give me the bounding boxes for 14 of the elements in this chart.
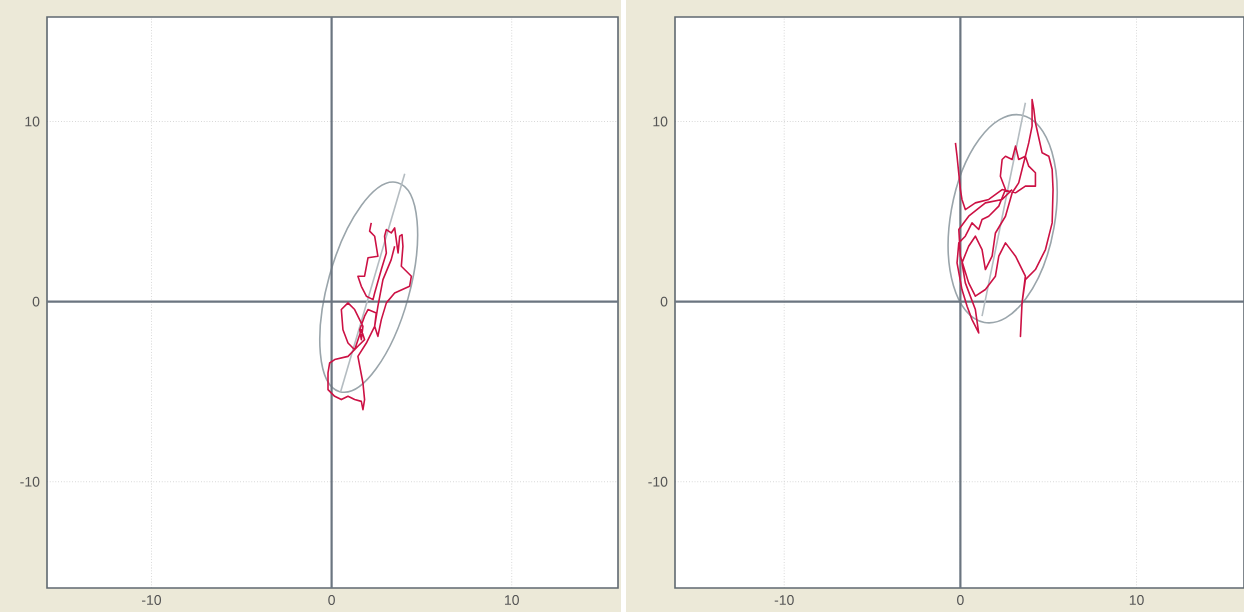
y-tick-label: -10 (20, 476, 40, 487)
x-tick-label: -10 (141, 595, 162, 605)
x-tick-label: 0 (328, 595, 335, 605)
x-tick-label: 10 (1129, 595, 1144, 605)
x-tick-label: 0 (957, 595, 964, 605)
line-series (327, 222, 413, 411)
x-tick-label: 10 (505, 595, 519, 605)
x-tick-label: -10 (774, 595, 794, 605)
y-tick-label: 10 (653, 116, 668, 127)
y-tick-label: 10 (25, 116, 40, 127)
y-tick-label: 0 (660, 296, 668, 307)
line-series (954, 98, 1054, 338)
y-tick-label: 0 (32, 296, 40, 307)
y-tick-label: -10 (648, 476, 668, 487)
